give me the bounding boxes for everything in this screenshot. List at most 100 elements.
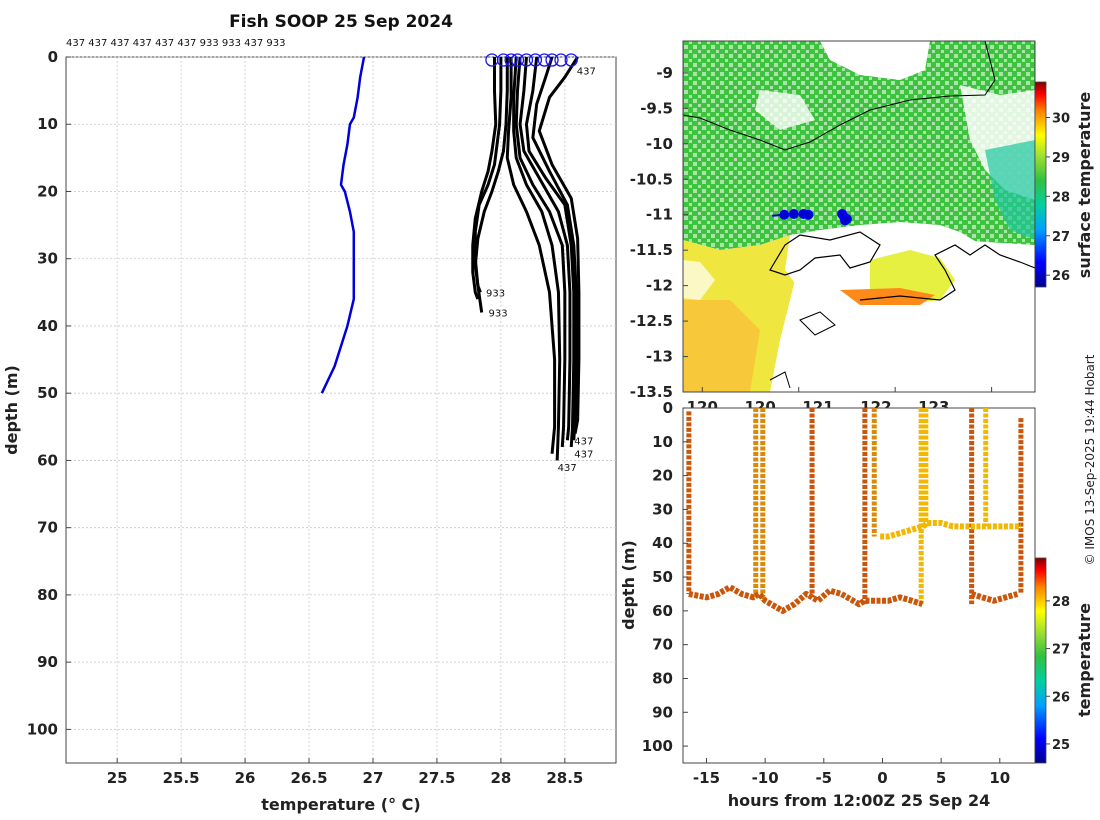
x-tick-label: 28 — [490, 769, 511, 787]
bottom-depth-series — [970, 591, 1019, 604]
x-tick-label: 27.5 — [418, 769, 455, 787]
x-tick-label: 25 — [107, 769, 128, 787]
cast-end-label: 933 — [486, 288, 505, 299]
cast-end-label: 437 — [574, 450, 593, 461]
sst-colorbar — [1034, 81, 1047, 288]
map-ticks: -9-9.5-10-10.5-11-11.5-12-12.5-13-13.512… — [630, 64, 993, 416]
cast-start-marker — [528, 53, 543, 67]
ship-track — [772, 209, 852, 226]
x-tick-label: 28.5 — [546, 769, 583, 787]
y-tick-label: 40 — [37, 317, 58, 335]
cloud-gap-north — [820, 41, 930, 80]
cast-start-marker — [537, 53, 552, 67]
lat-tick-label: -11.5 — [630, 241, 673, 259]
cast-start-marker — [496, 53, 511, 67]
sst-colorbar-label: surface temperature — [1075, 92, 1094, 279]
start-markers — [485, 53, 578, 67]
lat-tick-label: -13 — [646, 348, 673, 366]
temp-colorbar-tick-label: 27 — [1052, 643, 1070, 658]
top-cast-labels: 437 437 437 437 437 437 933 933 437 933 — [66, 38, 285, 49]
y-tick-label: 0 — [48, 48, 58, 66]
cast-profile-line — [505, 57, 557, 454]
cast-start-marker — [504, 53, 518, 67]
cast-profile-line — [531, 56, 578, 441]
y-tick-label: 100 — [27, 720, 58, 738]
hour-tick-label: -10 — [752, 769, 779, 787]
time-depth-y-label: depth (m) — [619, 540, 638, 630]
x-tick-label: 26.5 — [291, 769, 328, 787]
cast-profile-line — [473, 57, 509, 293]
y-tick-label: 10 — [37, 115, 58, 133]
lat-tick-label: -9 — [656, 64, 673, 82]
temp-colorbar-tick-label: 26 — [1052, 690, 1070, 705]
coastline-southwest — [769, 371, 791, 389]
profile-chart: 25 25.5 26 26.5 27 27.5 28 28.5 0 10 20 30 40 50 60 70 8… — [2, 12, 617, 814]
cast-end-label: 933 — [489, 309, 508, 320]
coastline-island — [769, 231, 881, 276]
temp-colorbar-tick-label: 25 — [1052, 738, 1070, 753]
track-point — [788, 209, 799, 220]
temperature-colorbar — [1034, 557, 1047, 764]
profile-grid — [66, 56, 616, 763]
cast-end-label: 437 — [558, 463, 577, 474]
temp-colorbar-tick-label: 28 — [1052, 595, 1070, 610]
depth-tick-label: 0 — [663, 399, 673, 417]
coastline-north — [683, 41, 996, 151]
sst-field — [683, 41, 1035, 392]
sst-shelf-hot — [840, 288, 935, 305]
depth-tick-label: 70 — [652, 636, 673, 654]
bottom-depth-series — [880, 519, 1021, 540]
depth-tick-label: 20 — [652, 467, 673, 485]
y-tick-label: 30 — [37, 250, 58, 268]
depth-tick-label: 30 — [652, 500, 673, 518]
reference-profile — [320, 56, 366, 394]
sst-orange-region — [683, 300, 760, 392]
coastline-islet — [799, 311, 836, 336]
credit-text: © IMOS 13-Sep-2025 19:44 Hobart — [1083, 354, 1097, 565]
lat-tick-label: -9.5 — [640, 99, 673, 117]
depth-tick-label: 10 — [652, 433, 673, 451]
sst-colorbar-ticks: 26 27 28 29 30 — [1046, 111, 1070, 284]
time-axis-label: hours from 12:00Z 25 Sep 24 — [728, 791, 990, 810]
cast-profiles — [471, 56, 581, 461]
lat-tick-label: -10 — [646, 135, 673, 153]
cast-profile-line — [537, 56, 581, 434]
temperature-colorbar-label: temperature — [1075, 603, 1094, 717]
depth-tick-label: 40 — [652, 534, 673, 552]
profile-plot-area — [65, 56, 617, 764]
x-tick-label: 25.5 — [163, 769, 200, 787]
x-tick-label: 27 — [363, 769, 384, 787]
cast-start-marker — [554, 53, 568, 67]
hour-tick-label: -5 — [815, 769, 832, 787]
sst-colorbar-tick-label: 26 — [1052, 269, 1070, 284]
sst-colorbar-tick-label: 27 — [1052, 230, 1070, 245]
y-tick-label: 70 — [37, 519, 58, 537]
depth-tick-label: 90 — [652, 703, 673, 721]
cast-end-label: 437 — [574, 436, 593, 447]
sst-colorbar-tick-label: 29 — [1052, 151, 1070, 166]
x-tick-label: 26 — [235, 769, 256, 787]
cast-end-label: 437 — [577, 66, 596, 77]
y-tick-label: 50 — [37, 384, 58, 402]
cast-start-marker — [545, 53, 559, 67]
sst-colorbar-tick-label: 28 — [1052, 190, 1070, 205]
hour-tick-label: 10 — [989, 769, 1010, 787]
cast-profile-line — [514, 56, 567, 448]
time-depth-points — [686, 408, 1024, 614]
cast-start-marker — [510, 53, 525, 67]
depth-tick-label: 80 — [652, 669, 673, 687]
track-point — [840, 215, 851, 226]
cloud-gap-southwest — [683, 260, 715, 300]
temperature-colorbar-ticks: 25 26 27 28 — [1046, 595, 1070, 753]
depth-tick-label: 100 — [642, 737, 673, 755]
cast-end-labels: 933 933 437 437 437 437 — [486, 66, 596, 474]
depth-tick-label: 50 — [652, 568, 673, 586]
x-axis-label: temperature (° C) — [261, 795, 420, 814]
y-tick-label: 60 — [37, 451, 58, 469]
cast-start-marker — [519, 53, 534, 67]
lat-tick-label: -10.5 — [630, 170, 673, 188]
cast-profile-line — [512, 56, 562, 461]
